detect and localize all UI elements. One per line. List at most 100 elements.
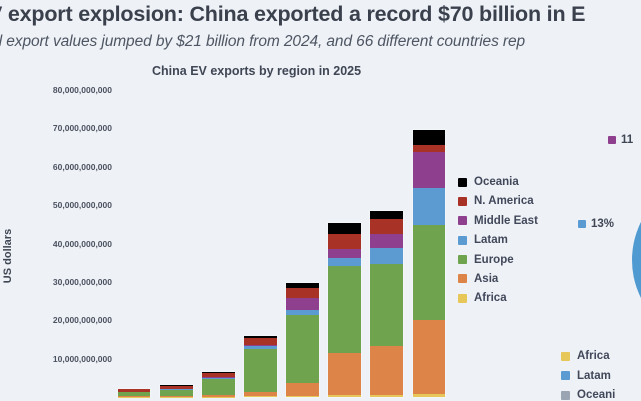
legend-item-europe[interactable]: Europe [458, 254, 538, 266]
legend-item-oceania[interactable]: Oceania [458, 176, 538, 188]
bar-segment-europe [412, 225, 446, 320]
legend-item-latam[interactable]: Latam [458, 234, 538, 246]
bar-segment-africa [412, 393, 446, 397]
article-subheadline: tal export values jumped by $21 billion … [0, 33, 526, 50]
y-axis-tick: 30,000,000,000 [52, 276, 112, 287]
bar-segment-n-america [159, 385, 193, 389]
bar-segment-europe [328, 265, 362, 353]
bar-column[interactable] [412, 129, 446, 397]
pie-legend-item-africa[interactable]: Africa [561, 350, 615, 362]
legend-swatch-icon [458, 216, 467, 226]
legend-label: Asia [474, 272, 499, 285]
legend-item-middle-east[interactable]: Middle East [458, 215, 538, 227]
pie-percent-label: 11 [608, 134, 633, 146]
pie-legend-swatch-icon [561, 390, 570, 400]
pie-chart [632, 175, 641, 345]
bar-segment-middle-east [244, 344, 277, 347]
y-axis-tick: 50,000,000,000 [52, 200, 112, 211]
pie-legend-item-latam[interactable]: Latam [561, 370, 615, 382]
y-axis-tick: 40,000,000,000 [52, 238, 112, 249]
legend-item-africa[interactable]: Africa [458, 292, 538, 304]
bar-segment-oceania [412, 129, 446, 145]
legend-swatch-icon [458, 293, 467, 303]
bar-segment-latam [201, 377, 235, 379]
bar-column[interactable] [159, 385, 193, 397]
bar-segment-n-america [117, 388, 151, 392]
bar-segment-oceania [201, 372, 235, 373]
pie-legend-label: Latam [577, 369, 611, 382]
bar-column[interactable] [244, 336, 277, 397]
chart-title: China EV exports by region in 2025 [152, 64, 362, 78]
pie-legend-item-oceani[interactable]: Oceani [561, 389, 615, 401]
bar-segment-latam [370, 247, 404, 264]
bar-column[interactable] [201, 372, 235, 397]
pie-swatch-icon [608, 136, 616, 144]
bar-segment-asia [370, 345, 404, 395]
bar-segment-asia [328, 352, 362, 396]
bar-segment-europe [201, 378, 235, 396]
bar-segment-latam [328, 258, 362, 266]
article-headline: V export explosion: China exported a rec… [0, 2, 586, 26]
bar-segment-asia [159, 396, 193, 397]
legend-label: Middle East [474, 214, 538, 227]
bar-segment-n-america [244, 337, 277, 345]
legend-label: Oceania [474, 176, 519, 188]
bar-segment-europe [244, 349, 277, 392]
bar-segment-latam [286, 309, 319, 315]
legend-item-asia[interactable]: Asia [458, 273, 538, 285]
bar-segment-n-america [370, 219, 404, 234]
legend-item-n-america[interactable]: N. America [458, 195, 538, 207]
pie-legend-label: Africa [577, 350, 610, 362]
y-axis-tick-container: 80,000,000,000 70,000,000,000 60,000,000,0… [0, 0, 112, 401]
bar-column[interactable] [328, 223, 362, 397]
bar-segment-asia [244, 391, 277, 397]
bar-segment-africa [286, 395, 319, 397]
pie-chart-legend: Africa Latam Oceani [561, 350, 615, 401]
y-axis-tick: 70,000,000,000 [52, 123, 112, 134]
pie-legend-label: Oceani [577, 389, 616, 401]
legend-swatch-icon [458, 274, 467, 284]
bar-column[interactable] [370, 210, 404, 397]
pie-percent-label: 13% [578, 218, 614, 230]
legend-swatch-icon [458, 177, 467, 187]
bar-segment-middle-east [201, 377, 235, 378]
legend-label: N. America [474, 195, 534, 208]
pie-percent-text: 13% [591, 218, 615, 230]
bar-segment-n-america [412, 144, 446, 152]
y-axis-tick: 60,000,000,000 [52, 161, 112, 172]
bar-segment-europe [117, 392, 151, 397]
legend-swatch-icon [458, 235, 467, 245]
bar-segment-n-america [201, 372, 235, 378]
bar-segment-africa [328, 395, 362, 397]
bar-segment-middle-east [370, 233, 404, 248]
bar-segment-middle-east [328, 249, 362, 259]
chart-legend: Oceania N. America Middle East Latam Europe A… [458, 176, 538, 304]
y-axis-tick: 80,000,000,000 [52, 85, 112, 95]
pie-legend-swatch-icon [561, 371, 570, 380]
bar-segment-latam [244, 346, 277, 350]
bar-segment-oceania [244, 336, 277, 338]
bar-segment-asia [201, 395, 235, 397]
bar-chart-plot-area [113, 90, 450, 397]
bar-segment-n-america [328, 234, 362, 250]
bar-segment-n-america [286, 288, 319, 299]
pie-swatch-icon [578, 220, 586, 228]
pie-chart-panel [560, 100, 641, 401]
legend-swatch-icon [458, 255, 467, 265]
bar-segment-africa [244, 396, 277, 397]
bar-segment-asia [286, 382, 319, 396]
y-axis-tick: 10,000,000,000 [52, 353, 112, 364]
bar-segment-europe [159, 389, 193, 397]
bar-segment-middle-east [286, 298, 319, 310]
pie-legend-swatch-icon [561, 351, 570, 361]
legend-swatch-icon [458, 196, 467, 206]
legend-label: Europe [474, 253, 514, 266]
bar-column[interactable] [117, 388, 151, 397]
bar-column[interactable] [286, 282, 319, 397]
legend-label: Latam [474, 234, 508, 247]
bar-segment-oceania [328, 223, 362, 235]
y-axis-tick: 20,000,000,000 [52, 315, 112, 326]
bar-segment-latam [412, 187, 446, 226]
pie-percent-text: 11 [621, 134, 634, 146]
